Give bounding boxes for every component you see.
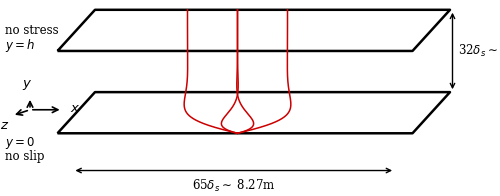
Text: no slip: no slip (5, 150, 44, 163)
Text: no stress: no stress (5, 24, 59, 37)
Text: $y = h$: $y = h$ (5, 37, 36, 54)
Text: $y = 0$: $y = 0$ (5, 135, 36, 151)
Text: $x$: $x$ (70, 102, 80, 115)
Text: 32$\delta_s \sim$ 4.07m: 32$\delta_s \sim$ 4.07m (458, 43, 500, 59)
Text: 65$\delta_s \sim$ 8.27m: 65$\delta_s \sim$ 8.27m (192, 178, 276, 194)
Text: $z$: $z$ (0, 119, 9, 132)
Text: $y$: $y$ (22, 78, 32, 92)
